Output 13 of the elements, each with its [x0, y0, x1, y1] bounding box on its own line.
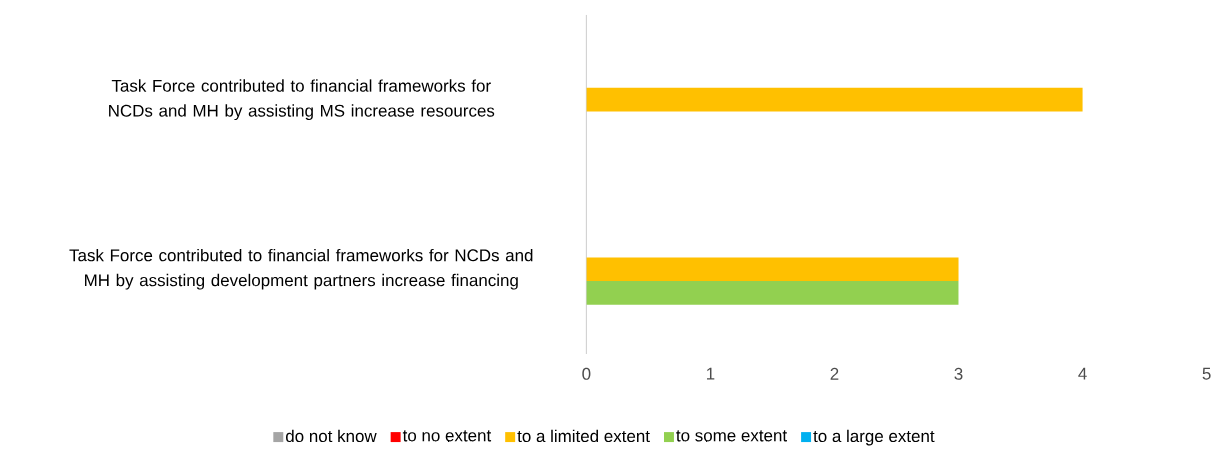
- x-tick-label: 2: [830, 367, 839, 380]
- y-tick-label: Task Force contributed to financial frameworks for NCDs and MH by assisting development partners increase financing: [69, 249, 533, 290]
- legend-label: to a limited extent: [517, 429, 650, 443]
- legend-label: do not know: [286, 429, 377, 443]
- x-tick-label: 1: [707, 367, 715, 380]
- legend-label: to a large extent: [813, 429, 935, 446]
- legend-label: to some extent: [676, 430, 787, 442]
- x-tick-label: 5: [1202, 367, 1211, 380]
- x-tick-label: 4: [1078, 367, 1087, 380]
- y-tick-label: Task Force contributed to financial frameworks for NCDs and MH by assisting MS increase resources: [109, 79, 495, 121]
- x-tick-label: 0: [582, 367, 591, 380]
- x-tick-label: 3: [954, 367, 963, 380]
- legend-label: to no extent: [402, 430, 492, 442]
